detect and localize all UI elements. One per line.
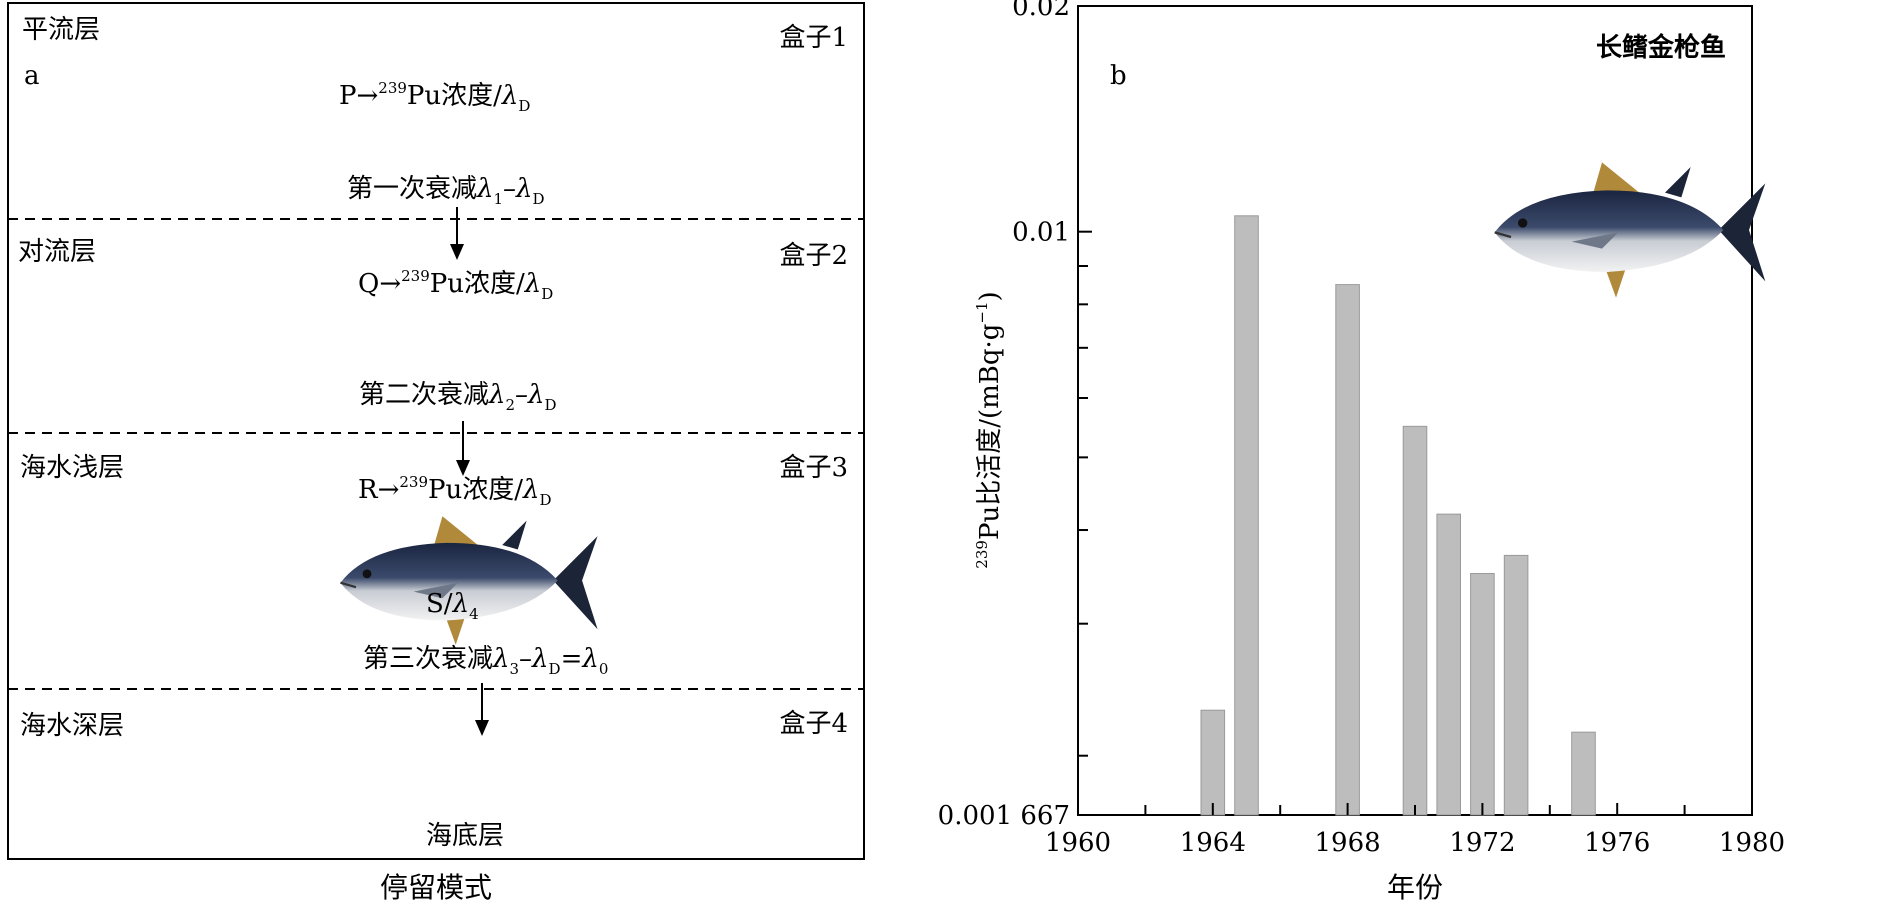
x-tick-label-1976: 1976 [1584, 828, 1650, 858]
layer-name-deep-sea: 海水深层 [20, 711, 124, 741]
x-tick-label-1980: 1980 [1719, 828, 1785, 858]
decay-label-1: 第一次衰减λ1–λD [347, 174, 545, 208]
chart-title: 长鳍金枪鱼 [1596, 32, 1726, 63]
bar-1970 [1402, 425, 1428, 816]
decay-label-3: 第三次衰减λ3–λD=λ0 [363, 644, 608, 678]
x-axis: 1960 1964 1968 1972 1976 1980 [1045, 803, 1785, 858]
arrow-down-2 [456, 421, 470, 476]
box-label-4: 盒子4 [779, 709, 848, 739]
x-tick-label-1964: 1964 [1180, 828, 1246, 858]
arrow-down-3 [475, 683, 489, 736]
panel-letter-b: b [1110, 61, 1127, 91]
panel-a-diagram: a 平流层 对流层 海水浅层 海水深层 盒子1 盒子2 盒子3 盒子4 P→23… [0, 0, 900, 907]
concentration-label-r: R→239Pu浓度/λD [358, 473, 552, 509]
y-tick-label-0.01: 0.01 [1012, 218, 1070, 248]
panel-b-chart: 1960 1964 1968 1972 1976 1980 0.02 0.01 0.001 6… [900, 0, 1890, 907]
bar-1971 [1436, 513, 1461, 816]
bar-1973 [1503, 554, 1529, 816]
layer-name-stratosphere: 平流层 [22, 15, 100, 45]
bar-1975 [1571, 731, 1596, 816]
x-tick-label-1960: 1960 [1045, 828, 1111, 858]
arrow-down-1 [450, 207, 464, 260]
y-tick-label-0.02: 0.02 [1012, 0, 1070, 22]
x-axis-label: 年份 [1387, 871, 1443, 904]
diagram-caption: 停留模式 [380, 871, 492, 904]
residence-model-diagram: a 平流层 对流层 海水浅层 海水深层 盒子1 盒子2 盒子3 盒子4 P→23… [7, 2, 865, 904]
layer-name-shallow-sea: 海水浅层 [20, 453, 124, 483]
layer-name-troposphere: 对流层 [18, 237, 96, 267]
y-axis: 0.02 0.01 0.001 667 [938, 0, 1092, 831]
box-label-3: 盒子3 [779, 453, 848, 483]
diagram-frame [7, 2, 865, 860]
tuna-fish-icon [1493, 161, 1767, 299]
bar-1972 [1470, 572, 1495, 816]
bar-1965 [1234, 215, 1259, 816]
bar-1968 [1335, 284, 1360, 816]
panel-letter-a: a [24, 61, 40, 91]
concentration-label-q: Q→239Pu浓度/λD [358, 267, 553, 303]
seabed-label: 海底层 [426, 821, 504, 851]
bar-chart: 1960 1964 1968 1972 1976 1980 0.02 0.01 0.001 6… [938, 0, 1785, 904]
bar-1964 [1200, 709, 1226, 816]
box-label-1: 盒子1 [779, 23, 848, 53]
x-tick-label-1968: 1968 [1315, 828, 1381, 858]
decay-label-2: 第二次衰减λ2–λD [359, 380, 557, 414]
fish-retention-label: S/λ4 [426, 589, 479, 623]
y-axis-label: 239Pu比活度/(mBq·g−1) [973, 291, 1005, 568]
tuna-fish-icon [339, 515, 599, 646]
y-tick-label-0.001667: 0.001 667 [938, 801, 1070, 831]
box-label-2: 盒子2 [779, 241, 848, 271]
bars-group [1200, 215, 1596, 816]
concentration-label-p: P→239Pu浓度/λD [339, 79, 530, 115]
x-tick-label-1972: 1972 [1449, 828, 1515, 858]
